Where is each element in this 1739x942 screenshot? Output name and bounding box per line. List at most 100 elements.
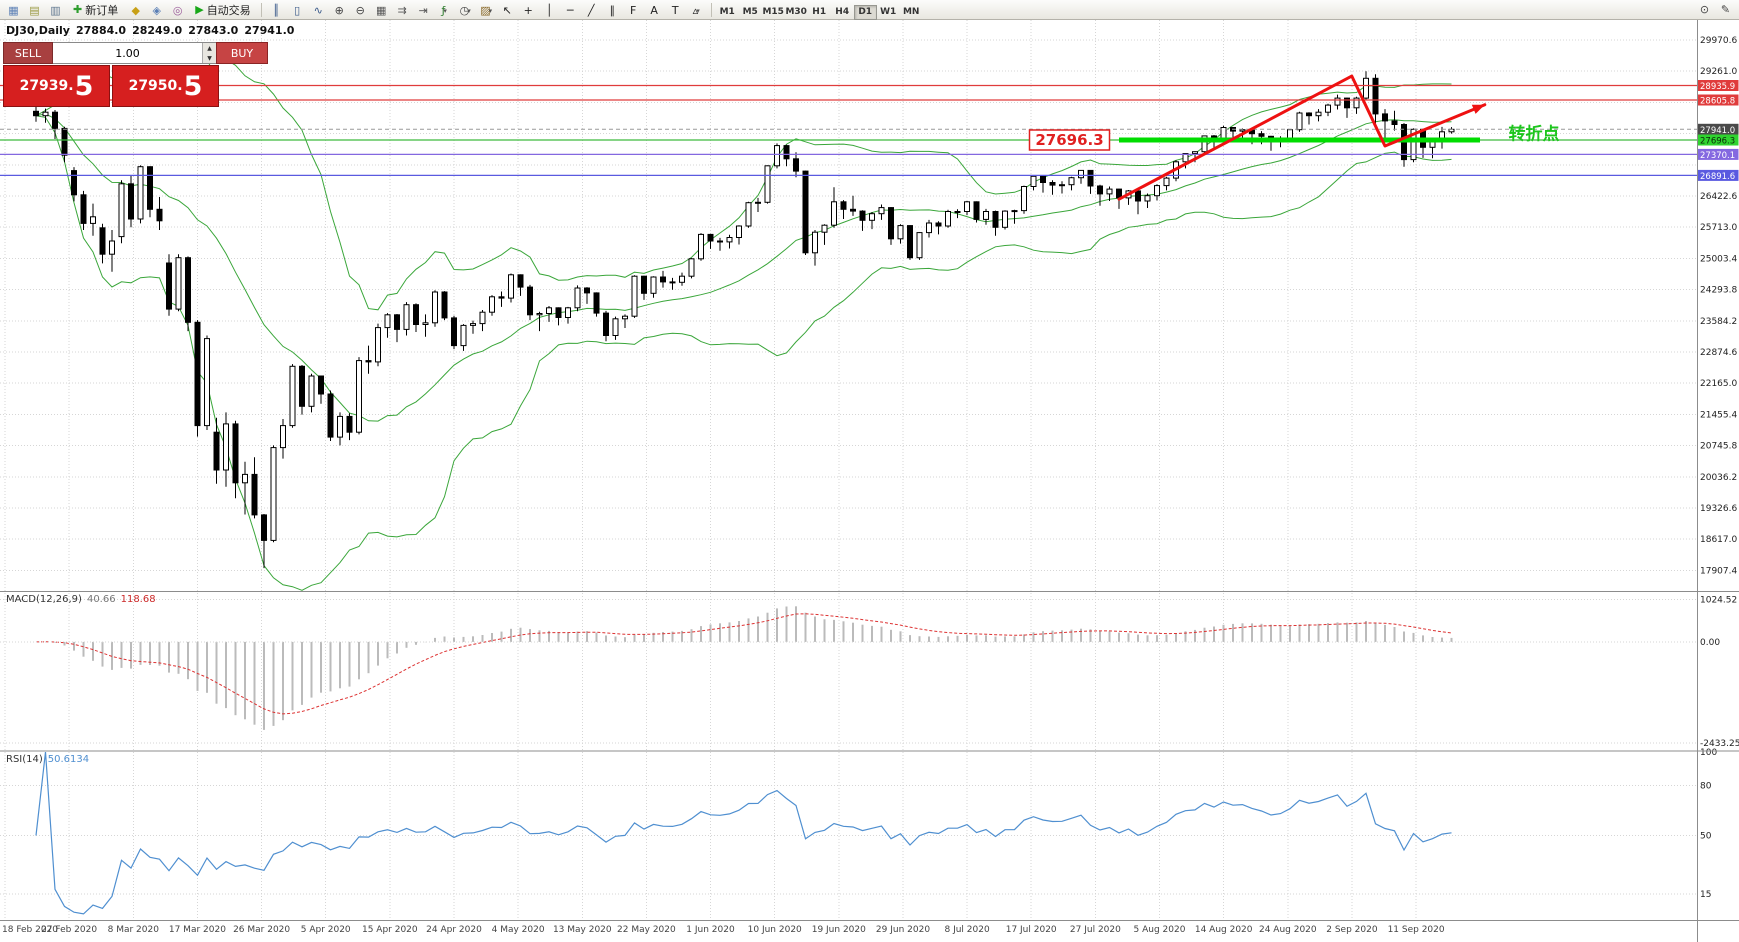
templates-icon[interactable]: ▨ ▾	[480, 4, 493, 17]
market-watch-icon[interactable]: ▥	[50, 4, 61, 17]
svg-text:15 Apr 2020: 15 Apr 2020	[362, 925, 418, 935]
zoom-out-icon[interactable]: ⊖	[355, 4, 365, 17]
timeframe-button-m1[interactable]: M1	[716, 5, 739, 20]
new-chart-icon[interactable]: ▦	[8, 4, 19, 17]
candle	[365, 360, 372, 363]
price-axis-labels: 29970.6 29261.0 26422.6 25713.0 25003.4 24293…	[1700, 36, 1737, 576]
candle	[1002, 210, 1008, 228]
price-axis-badge: 26891.6	[1697, 169, 1739, 182]
candle	[441, 291, 448, 319]
timeframe-button-w1[interactable]: W1	[877, 5, 900, 20]
line-chart-icon[interactable]: ∿	[313, 4, 323, 17]
sell-price-main: 27939.	[19, 78, 74, 94]
magnifier-icon[interactable]: ⊙	[1699, 2, 1710, 16]
candlestick-chart-icon[interactable]: ▯	[294, 4, 301, 17]
vertical-line-icon[interactable]: │	[545, 4, 553, 17]
svg-text:18 Feb 2020: 18 Feb 2020	[2, 925, 58, 935]
turning-point-label[interactable]: 转折点	[1509, 123, 1560, 144]
auto-scroll-icon[interactable]: ⇉	[397, 4, 407, 17]
candle	[717, 240, 723, 243]
candle	[1049, 182, 1056, 186]
timeframe-button-m30[interactable]: M30	[785, 5, 808, 20]
timeframe-button-h4[interactable]: H4	[831, 5, 854, 20]
svg-text:8 Jul 2020: 8 Jul 2020	[944, 925, 989, 935]
timeframe-button-m15[interactable]: M15	[762, 5, 785, 20]
svg-text:21455.4: 21455.4	[1700, 410, 1737, 420]
svg-text:22874.6: 22874.6	[1700, 348, 1737, 358]
candle	[289, 365, 296, 427]
candle	[80, 194, 87, 224]
candle	[1344, 97, 1350, 109]
expert-advisors-icon[interactable]: ◆	[131, 4, 140, 17]
candle	[1030, 175, 1037, 188]
candle	[251, 473, 258, 516]
candle	[660, 276, 666, 283]
volume-input[interactable]	[53, 43, 202, 63]
svg-text:29 Jun 2020: 29 Jun 2020	[876, 925, 930, 935]
support-price-label[interactable]: 27696.3	[1028, 129, 1111, 151]
toolbar-drawing-group: ║ ▯ ∿ ⊕ ⊖ ▦ ⇉ ⇥ ƒ ▾ ◷ ▾ ▨ ▾ ↖ + │ ─ ╱ ∥ F A T ▵ ▾	[266, 0, 707, 20]
svg-text:17907.4: 17907.4	[1700, 566, 1737, 576]
svg-text:29970.6: 29970.6	[1700, 36, 1737, 46]
svg-text:-2433.25: -2433.25	[1700, 739, 1739, 749]
svg-text:25713.0: 25713.0	[1700, 223, 1737, 233]
macd-title: MACD(12,26,9)	[6, 594, 82, 605]
cursor-icon[interactable]: ↖	[502, 4, 512, 17]
timeframe-button-mn[interactable]: MN	[900, 5, 923, 20]
candle	[973, 201, 980, 220]
candle	[945, 211, 951, 227]
crosshair-icon[interactable]: +	[523, 4, 533, 17]
candle	[1068, 177, 1075, 186]
chart-shift-icon[interactable]: ⇥	[418, 4, 428, 17]
history-center-icon[interactable]: ◎	[172, 4, 183, 17]
equidistant-channel-icon[interactable]: ∥	[609, 4, 615, 17]
candle	[261, 514, 267, 541]
macd-axis: 1024.52 0.00 -2433.25	[0, 595, 1739, 749]
sell-price-box[interactable]: 27939. 5	[3, 65, 110, 107]
indicators-icon[interactable]: ƒ ▾	[441, 4, 447, 17]
buy-price-box[interactable]: 27950. 5	[112, 65, 219, 107]
new-order-button[interactable]: ✚ 新订单	[67, 2, 124, 18]
candle	[432, 291, 438, 324]
sell-button[interactable]: SELL	[3, 42, 53, 64]
candle	[489, 296, 495, 313]
candle	[622, 315, 628, 320]
candle	[555, 307, 562, 318]
candle	[726, 237, 733, 243]
horizontal-line-icon[interactable]: ─	[566, 4, 574, 17]
timeframe-button-m5[interactable]: M5	[739, 5, 762, 20]
price-axis-badge: 27696.3	[1697, 134, 1739, 147]
candle	[698, 233, 704, 260]
buy-button[interactable]: BUY	[216, 42, 268, 64]
timeframe-button-d1[interactable]: D1	[853, 4, 877, 20]
trendline-icon[interactable]: ╱	[587, 4, 595, 17]
pencil-icon[interactable]: ✎	[1720, 2, 1731, 16]
candle	[954, 211, 961, 213]
text-icon[interactable]: A	[650, 4, 658, 17]
volume-down-button[interactable]: ▼	[203, 53, 216, 63]
bollinger-lower-band	[35, 115, 1452, 591]
arrows-icon[interactable]: ▵ ▾	[692, 4, 700, 17]
svg-text:23584.2: 23584.2	[1700, 317, 1737, 327]
volume-up-button[interactable]: ▲	[203, 43, 216, 53]
fibonacci-icon[interactable]: F	[630, 4, 637, 17]
candle	[812, 231, 818, 254]
bar-chart-icon[interactable]: ║	[272, 4, 280, 17]
svg-text:19 Jun 2020: 19 Jun 2020	[812, 925, 866, 935]
buy-price-big-digit: 5	[183, 70, 203, 102]
candle	[375, 327, 381, 363]
zoom-in-icon[interactable]: ⊕	[334, 4, 344, 17]
svg-text:5 Aug 2020: 5 Aug 2020	[1134, 925, 1186, 935]
chart-profiles-icon[interactable]: ▤	[29, 4, 40, 17]
candle	[346, 415, 353, 433]
timeframe-button-h1[interactable]: H1	[808, 5, 831, 20]
scripts-icon[interactable]: ◈	[152, 4, 161, 17]
candle	[983, 211, 989, 220]
auto-trading-button[interactable]: ▶ 自动交易	[189, 2, 256, 18]
tile-windows-icon[interactable]: ▦	[375, 4, 387, 17]
trend-arrow-line[interactable]	[1117, 74, 1487, 201]
svg-text:26422.6: 26422.6	[1700, 192, 1737, 202]
periods-icon[interactable]: ◷ ▾	[459, 4, 471, 17]
text-label-icon[interactable]: T	[671, 4, 679, 17]
